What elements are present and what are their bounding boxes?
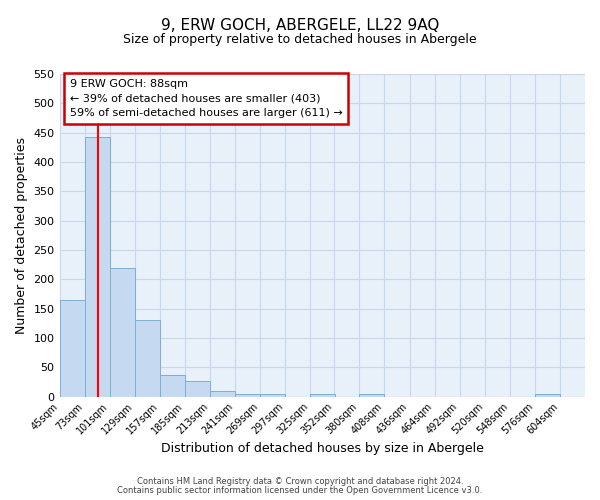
Text: Contains HM Land Registry data © Crown copyright and database right 2024.: Contains HM Land Registry data © Crown c… [137,477,463,486]
Bar [310,394,335,396]
Bar [110,268,135,396]
Y-axis label: Number of detached properties: Number of detached properties [15,137,28,334]
Bar [235,394,260,396]
Text: 9, ERW GOCH, ABERGELE, LL22 9AQ: 9, ERW GOCH, ABERGELE, LL22 9AQ [161,18,439,32]
Bar [359,394,385,396]
Bar [135,320,160,396]
Bar [59,300,85,396]
Bar [260,394,285,396]
Bar [210,391,235,396]
Bar [185,382,210,396]
Bar [535,394,560,396]
X-axis label: Distribution of detached houses by size in Abergele: Distribution of detached houses by size … [161,442,484,455]
Text: 9 ERW GOCH: 88sqm
← 39% of detached houses are smaller (403)
59% of semi-detache: 9 ERW GOCH: 88sqm ← 39% of detached hous… [70,79,343,118]
Bar [85,137,110,396]
Text: Contains public sector information licensed under the Open Government Licence v3: Contains public sector information licen… [118,486,482,495]
Text: Size of property relative to detached houses in Abergele: Size of property relative to detached ho… [123,32,477,46]
Bar [160,375,185,396]
